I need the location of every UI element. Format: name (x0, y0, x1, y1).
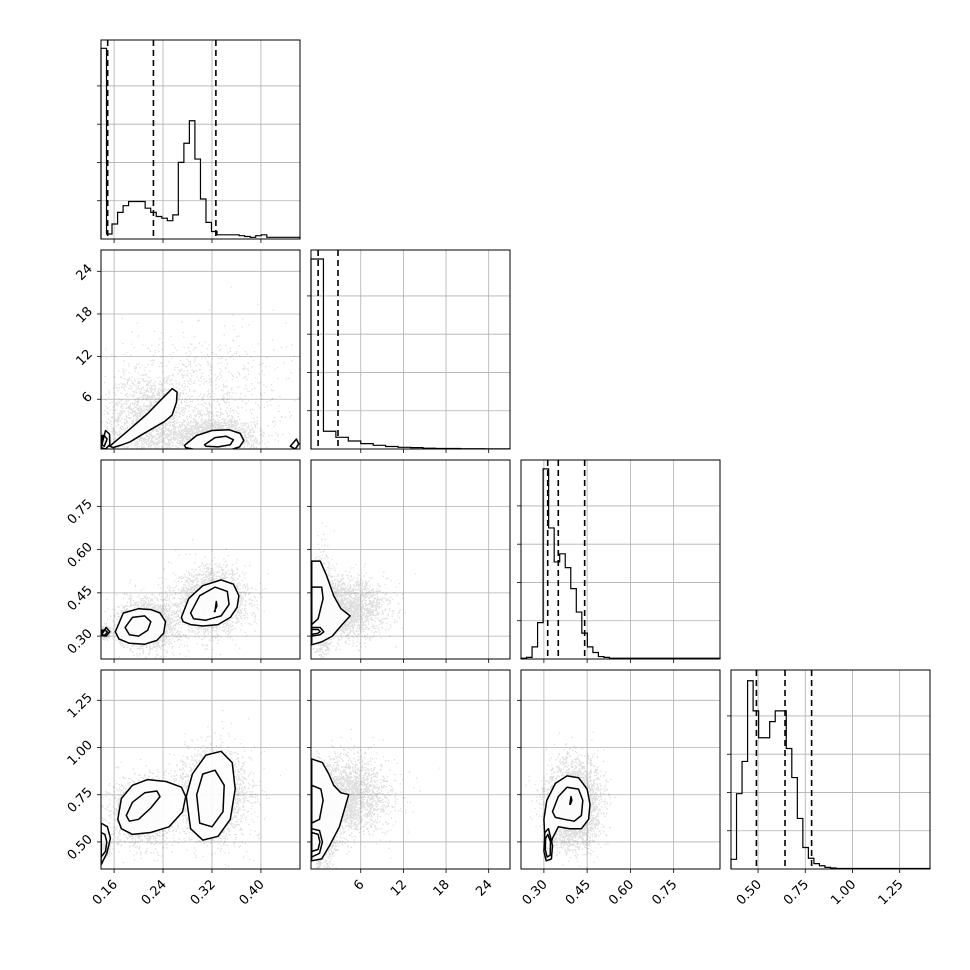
scatter-panel-2-0 (97, 459, 301, 663)
contour-outer (109, 387, 178, 449)
y-tick-label: 12 (74, 347, 96, 369)
scatter-content (525, 731, 616, 869)
contour-inner (195, 769, 225, 828)
y-tick-label: 0.45 (65, 583, 96, 614)
x-tick-label: 24 (473, 877, 495, 899)
contour-outer (289, 438, 300, 449)
histogram-step-line (100, 47, 301, 239)
y-tick-label: 0.75 (65, 785, 96, 816)
contour-inner (569, 795, 573, 805)
contour-inner (311, 831, 321, 853)
x-tick-label: 1.00 (828, 877, 859, 908)
contour-outer (101, 822, 112, 866)
contour-inner (125, 790, 161, 822)
scatter-content (311, 522, 417, 659)
x-tick-label: 1.25 (875, 877, 906, 908)
contour-inner (311, 586, 324, 626)
x-tick-label: 0.75 (781, 877, 812, 908)
scatter-panel-2-1 (307, 459, 511, 663)
contour-inner (101, 434, 108, 447)
contour-inner (101, 629, 109, 636)
x-tick-label: 0.32 (188, 877, 219, 908)
scatter-points (101, 286, 300, 449)
panel-frame (310, 249, 511, 450)
scatter-panel-1-0 (97, 249, 301, 453)
scatter-content (311, 728, 441, 869)
contour-inner (189, 586, 230, 621)
panel-frame (100, 249, 301, 450)
contour-inner (213, 600, 218, 613)
y-tick-label: 6 (79, 389, 95, 405)
x-tick-label: 12 (388, 877, 410, 899)
contour-outer (311, 560, 351, 646)
x-tick-label: 6 (351, 877, 367, 893)
y-tick-label: 1.25 (65, 691, 96, 722)
contour-outer (180, 579, 240, 627)
x-tick-label: 0.45 (563, 877, 594, 908)
histogram-panel-2 (517, 459, 721, 663)
y-tick-label: 0.30 (65, 626, 96, 657)
contour-inner (124, 615, 152, 637)
histogram-step-line (310, 258, 511, 450)
x-tick-label: 18 (431, 877, 453, 899)
histogram-step-line (730, 680, 931, 870)
y-tick-label: 24 (74, 262, 96, 284)
contour-inner (544, 833, 552, 858)
scatter-panel-3-0 (97, 669, 301, 873)
panel-frame (100, 669, 301, 870)
scatter-panel-3-2 (517, 669, 721, 873)
contour-inner (551, 786, 584, 822)
y-tick-label: 0.60 (65, 540, 96, 571)
panel-frame (100, 459, 301, 660)
y-tick-label: 0.50 (65, 832, 96, 863)
y-tick-label: 0.75 (65, 497, 96, 528)
histogram-panel-3 (727, 669, 931, 873)
x-tick-label: 0.60 (606, 877, 637, 908)
histogram-panel-0 (97, 39, 301, 243)
scatter-content (101, 286, 300, 449)
panel-frame (520, 669, 721, 870)
scatter-content (101, 710, 281, 869)
x-tick-label: 0.16 (90, 877, 121, 908)
x-tick-label: 0.75 (649, 877, 680, 908)
contour-inner (203, 435, 235, 448)
contour-inner (311, 628, 321, 636)
y-tick-label: 1.00 (65, 738, 96, 769)
x-tick-label: 0.50 (734, 877, 765, 908)
x-tick-label: 0.30 (520, 877, 551, 908)
histogram-panel-1 (307, 249, 511, 453)
x-tick-label: 0.24 (139, 877, 170, 908)
panel-frame (730, 669, 931, 870)
scatter-panel-3-1 (307, 669, 511, 873)
contour-outer (114, 607, 167, 645)
panel-frame (520, 459, 721, 660)
scatter-content (101, 539, 269, 659)
y-tick-label: 18 (74, 304, 96, 326)
panel-frame (310, 669, 511, 870)
panel-frame (310, 459, 511, 660)
panel-frame (100, 39, 301, 240)
contour-inner (311, 784, 324, 824)
histogram-step-line (520, 468, 721, 659)
x-tick-label: 0.40 (237, 877, 268, 908)
